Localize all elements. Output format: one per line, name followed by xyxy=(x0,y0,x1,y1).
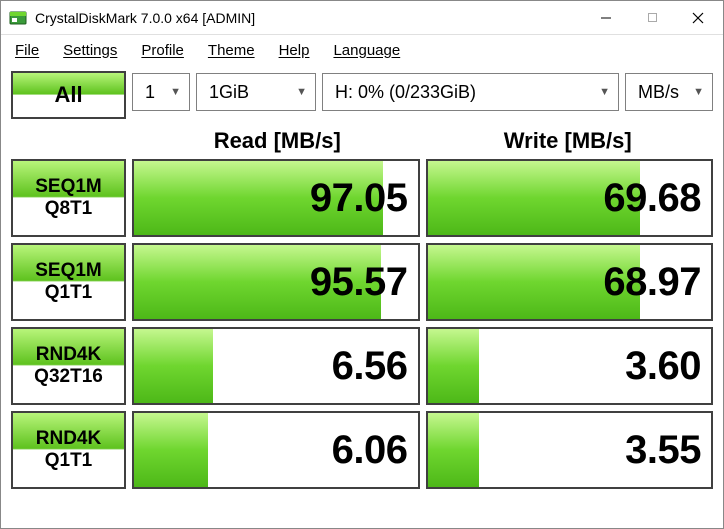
write-cell: 3.60 xyxy=(426,327,714,405)
read-value: 6.06 xyxy=(332,428,408,473)
benchmark-row: RND4KQ32T16 6.56 3.60 xyxy=(11,327,713,405)
write-cell: 68.97 xyxy=(426,243,714,321)
menu-language[interactable]: Language xyxy=(333,42,400,59)
test-label-line1: RND4K xyxy=(36,344,101,366)
test-label-line2: Q8T1 xyxy=(45,198,93,220)
test-button-seq1m-q8t1[interactable]: SEQ1MQ8T1 xyxy=(11,159,126,237)
test-button-rnd4k-q32t16[interactable]: RND4KQ32T16 xyxy=(11,327,126,405)
read-bar xyxy=(134,329,213,403)
write-header: Write [MB/s] xyxy=(423,128,714,154)
test-button-seq1m-q1t1[interactable]: SEQ1MQ1T1 xyxy=(11,243,126,321)
read-cell: 97.05 xyxy=(132,159,420,237)
unit-value: MB/s xyxy=(638,82,679,103)
read-value: 6.56 xyxy=(332,344,408,389)
app-window: CrystalDiskMark 7.0.0 x64 [ADMIN] File S… xyxy=(0,0,724,529)
window-title: CrystalDiskMark 7.0.0 x64 [ADMIN] xyxy=(35,10,583,26)
write-value: 3.60 xyxy=(625,344,701,389)
size-select[interactable]: 1GiB ▼ xyxy=(196,73,316,111)
test-label-line1: SEQ1M xyxy=(35,260,102,282)
write-bar xyxy=(428,413,479,487)
read-bar xyxy=(134,413,208,487)
read-value: 97.05 xyxy=(310,176,408,221)
read-header: Read [MB/s] xyxy=(132,128,423,154)
runs-select[interactable]: 1 ▼ xyxy=(132,73,190,111)
window-controls xyxy=(583,1,721,34)
benchmark-row: SEQ1MQ1T1 95.57 68.97 xyxy=(11,243,713,321)
test-label-line2: Q32T16 xyxy=(34,366,103,388)
settings-row: All 1 ▼ 1GiB ▼ H: 0% (0/233GiB) ▼ MB/s ▼ xyxy=(11,71,713,119)
write-value: 3.55 xyxy=(625,428,701,473)
read-cell: 6.56 xyxy=(132,327,420,405)
size-value: 1GiB xyxy=(209,82,249,103)
column-headers: Read [MB/s] Write [MB/s] xyxy=(11,123,713,159)
benchmark-row: SEQ1MQ8T1 97.05 69.68 xyxy=(11,159,713,237)
test-label-line1: SEQ1M xyxy=(35,176,102,198)
app-icon xyxy=(9,9,27,27)
chevron-down-icon: ▼ xyxy=(693,86,704,98)
unit-select[interactable]: MB/s ▼ xyxy=(625,73,713,111)
chevron-down-icon: ▼ xyxy=(296,86,307,98)
test-label-line2: Q1T1 xyxy=(45,450,93,472)
chevron-down-icon: ▼ xyxy=(170,86,181,98)
chevron-down-icon: ▼ xyxy=(599,86,610,98)
menubar: File Settings Profile Theme Help Languag… xyxy=(1,35,723,65)
maximize-button[interactable] xyxy=(629,1,675,34)
drive-select[interactable]: H: 0% (0/233GiB) ▼ xyxy=(322,73,619,111)
menu-help[interactable]: Help xyxy=(279,42,310,59)
test-button-rnd4k-q1t1[interactable]: RND4KQ1T1 xyxy=(11,411,126,489)
benchmark-rows: SEQ1MQ8T197.0569.68SEQ1MQ1T195.5768.97RN… xyxy=(11,159,713,520)
write-value: 68.97 xyxy=(603,260,701,305)
benchmark-row: RND4KQ1T1 6.06 3.55 xyxy=(11,411,713,489)
write-value: 69.68 xyxy=(603,176,701,221)
test-label-line2: Q1T1 xyxy=(45,282,93,304)
run-all-button[interactable]: All xyxy=(11,71,126,119)
read-cell: 6.06 xyxy=(132,411,420,489)
menu-profile[interactable]: Profile xyxy=(141,42,184,59)
write-cell: 69.68 xyxy=(426,159,714,237)
read-cell: 95.57 xyxy=(132,243,420,321)
write-bar xyxy=(428,329,479,403)
read-value: 95.57 xyxy=(310,260,408,305)
minimize-button[interactable] xyxy=(583,1,629,34)
write-cell: 3.55 xyxy=(426,411,714,489)
close-button[interactable] xyxy=(675,1,721,34)
menu-file[interactable]: File xyxy=(15,42,39,59)
menu-settings[interactable]: Settings xyxy=(63,42,117,59)
test-label-line1: RND4K xyxy=(36,428,101,450)
titlebar: CrystalDiskMark 7.0.0 x64 [ADMIN] xyxy=(1,1,723,35)
content-area: All 1 ▼ 1GiB ▼ H: 0% (0/233GiB) ▼ MB/s ▼… xyxy=(1,65,723,528)
menu-theme[interactable]: Theme xyxy=(208,42,255,59)
drive-value: H: 0% (0/233GiB) xyxy=(335,82,476,103)
runs-value: 1 xyxy=(145,82,155,103)
